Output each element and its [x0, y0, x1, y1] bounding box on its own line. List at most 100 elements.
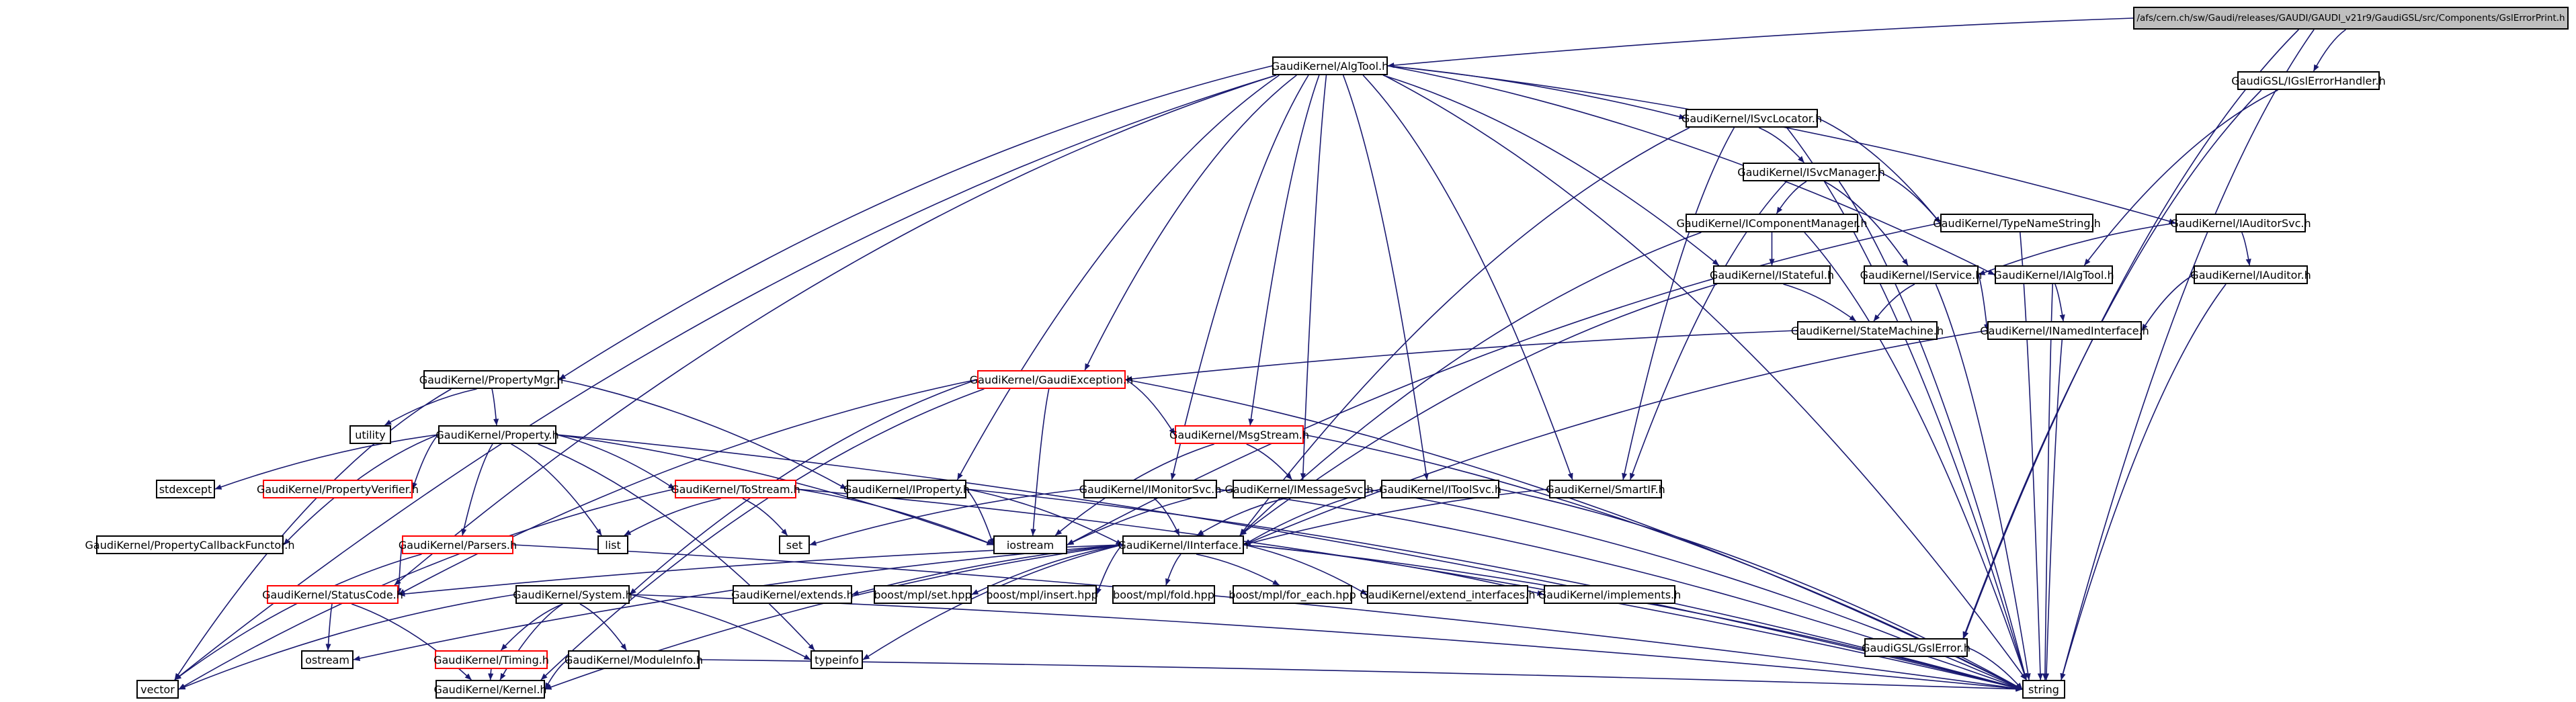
graph-node-isvcmanager[interactable]: GaudiKernel/ISvcManager.h — [1737, 163, 1885, 181]
graph-node-mplforeach[interactable]: boost/mpl/for_each.hpp — [1229, 585, 1356, 604]
graph-node-typeinfo[interactable]: typeinfo — [811, 650, 863, 669]
include-edge-property-to-stdexcept — [214, 434, 439, 490]
graph-node-itoolsvc[interactable]: GaudiKernel/IToolSvc.h — [1379, 480, 1501, 498]
graph-node-stdexcept[interactable]: stdexcept — [156, 480, 215, 498]
include-edge-isvcmanager-to-iservice — [1824, 181, 1909, 266]
include-edge-gaudiexception-to-kernel — [540, 388, 985, 681]
graph-node-iauditor[interactable]: GaudiKernel/IAuditor.h — [2190, 265, 2311, 284]
graph-node-mplset[interactable]: boost/mpl/set.hpp — [874, 585, 972, 604]
graph-node-inamedinterface[interactable]: GaudiKernel/INamedInterface.h — [1980, 321, 2149, 340]
include-edge-iservice-to-inamedinterface — [1978, 274, 1990, 331]
graph-node-moduleinfo[interactable]: GaudiKernel/ModuleInfo.h — [565, 650, 703, 669]
include-edge-isvclocator-to-string — [1786, 127, 2028, 681]
include-edge-gaudiexception-to-iostream — [1030, 388, 1050, 536]
include-edge-algtool-to-vector — [174, 75, 1277, 681]
graph-node-system[interactable]: GaudiKernel/System.h — [513, 585, 632, 604]
include-edge-root-to-igslerrorhandler — [2313, 29, 2346, 72]
graph-node-mplfold[interactable]: boost/mpl/fold.hpp — [1112, 585, 1215, 604]
graph-node-ialgtool[interactable]: GaudiKernel/IAlgTool.h — [1993, 265, 2114, 284]
include-edge-imonitorsvc-to-set — [809, 488, 1084, 546]
include-edge-moduleinfo-to-string — [699, 659, 2023, 692]
graph-node-imonitorsvc[interactable]: GaudiKernel/IMonitorSvc.h — [1079, 480, 1221, 498]
graph-node-iostream[interactable]: iostream — [993, 535, 1067, 554]
include-edge-istateful-to-statemachine — [1783, 283, 1856, 322]
include-edge-iauditor-to-inamedinterface — [2141, 274, 2194, 331]
graph-node-statemachine[interactable]: GaudiKernel/StateMachine.h — [1791, 321, 1944, 340]
include-edge-system-to-vector — [178, 594, 516, 690]
graph-node-istateful[interactable]: GaudiKernel/IStateful.h — [1710, 265, 1834, 284]
graph-node-propertyverifier[interactable]: GaudiKernel/PropertyVerifier.h — [257, 480, 419, 498]
graph-node-igslerrorhandler[interactable]: GaudiGSL/IGslErrorHandler.h — [2231, 71, 2386, 90]
graph-node-icomponentmanager[interactable]: GaudiKernel/IComponentManager.h — [1676, 214, 1868, 232]
graph-node-propertymgr[interactable]: GaudiKernel/PropertyMgr.h — [419, 370, 563, 389]
graph-node-mplinsert[interactable]: boost/mpl/insert.hpp — [986, 585, 1098, 604]
graph-node-iproperty[interactable]: GaudiKernel/IProperty.h — [843, 480, 970, 498]
graph-node-propertycallbackfunctor[interactable]: GaudiKernel/PropertyCallbackFunctor.h — [85, 535, 295, 554]
include-edge-algtool-to-msgstream — [1248, 75, 1320, 426]
graph-node-iauditorsvc[interactable]: GaudiKernel/IAuditorSvc.h — [2170, 214, 2311, 232]
graph-node-list[interactable]: list — [597, 535, 628, 554]
graph-node-statuscode[interactable]: GaudiKernel/StatusCode.h — [262, 585, 403, 604]
graph-node-string[interactable]: string — [2022, 680, 2065, 699]
graph-node-utility[interactable]: utility — [349, 425, 391, 444]
graph-node-vector[interactable]: vector — [136, 680, 179, 699]
include-edge-parsers-to-statuscode — [396, 544, 403, 595]
include-edge-tostream-to-vector — [178, 488, 675, 690]
graph-node-iinterface[interactable]: GaudiKernel/IInterface.h — [1118, 535, 1249, 554]
graph-node-implements[interactable]: GaudiKernel/implements.h — [1538, 585, 1681, 604]
include-edge-propertymgr-to-iproperty — [558, 379, 847, 490]
include-edge-algtool-to-propertymgr — [558, 65, 1273, 380]
graph-node-iservice[interactable]: GaudiKernel/IService.h — [1860, 265, 1982, 284]
include-edge-propertymgr-to-utility — [384, 388, 477, 426]
include-edge-algtool-to-itoolsvc — [1342, 75, 1429, 480]
include-edge-iproperty-to-iostream — [966, 488, 994, 545]
graph-node-root[interactable]: /afs/cern.ch/sw/Gaudi/releases/GAUDI/GAU… — [2133, 7, 2569, 30]
graph-node-extendinterfaces[interactable]: GaudiKernel/extend_interfaces.h — [1360, 585, 1535, 604]
include-edge-isvcmanager-to-icomponentmanager — [1776, 181, 1807, 214]
include-edge-tostream-to-iostream — [796, 488, 994, 545]
include-edge-propertymgr-to-vector — [174, 388, 452, 681]
include-edge-system-to-moduleinfo — [579, 603, 627, 651]
include-edge-tostream-to-list — [624, 498, 721, 536]
graph-node-msgstream[interactable]: GaudiKernel/MsgStream.h — [1169, 425, 1309, 444]
include-edge-iauditor-to-string — [2060, 283, 2227, 681]
include-edge-iproperty-to-string — [966, 488, 2023, 691]
include-edge-typenamestring-to-iostream — [1067, 222, 1941, 545]
include-edge-iinterface-to-mplinsert — [1096, 544, 1123, 595]
graph-node-property[interactable]: GaudiKernel/Property.h — [435, 425, 559, 444]
include-edge-property-to-iostream — [556, 434, 994, 545]
include-edge-msgstream-to-string — [1303, 434, 2023, 690]
include-edge-algtool-to-ialgtool — [1387, 65, 1995, 275]
include-edge-iinterface-to-mplforeach — [1196, 554, 1280, 586]
include-edge-moduleinfo-to-kernel — [544, 659, 569, 690]
include-edge-algtool-to-imonitorsvc — [1170, 75, 1309, 480]
graph-node-kernel[interactable]: GaudiKernel/Kernel.h — [433, 680, 547, 699]
graph-node-extends[interactable]: GaudiKernel/extends.h — [731, 585, 854, 604]
graph-node-gslerror[interactable]: GaudiGSL/GslError.h — [1862, 638, 1970, 657]
graph-node-parsers[interactable]: GaudiKernel/Parsers.h — [399, 535, 517, 554]
graph-node-timing[interactable]: GaudiKernel/Timing.h — [433, 650, 549, 669]
include-edge-gslerror-to-string — [1967, 647, 2023, 690]
include-edge-system-to-typeinfo — [629, 594, 811, 660]
graph-node-typenamestring[interactable]: GaudiKernel/TypeNameString.h — [1933, 214, 2101, 232]
include-edge-algtool-to-statuscode — [394, 75, 1277, 586]
graph-node-imessagesvc[interactable]: GaudiKernel/IMessageSvc.h — [1224, 480, 1374, 498]
include-edge-root-to-string — [2060, 29, 2315, 681]
graph-node-ostream[interactable]: ostream — [301, 650, 354, 669]
include-edge-iauditorsvc-to-iauditor — [2241, 232, 2251, 266]
include-edge-gaudiexception-to-system — [629, 379, 978, 595]
graph-node-smartif[interactable]: GaudiKernel/SmartIF.h — [1546, 480, 1665, 498]
include-edge-algtool-to-gaudiexception — [1084, 75, 1297, 371]
graph-node-isvclocator[interactable]: GaudiKernel/ISvcLocator.h — [1681, 109, 1822, 128]
include-edge-statemachine-to-gaudiexception — [1125, 330, 1798, 382]
graph-node-tostream[interactable]: GaudiKernel/ToStream.h — [671, 480, 800, 498]
include-edge-icomponentmanager-to-string — [1804, 232, 2027, 681]
graph-node-algtool[interactable]: GaudiKernel/AlgTool.h — [1272, 56, 1388, 75]
include-edge-tostream-to-set — [742, 498, 788, 536]
include-edge-imessagesvc-to-iinterface — [1196, 498, 1286, 536]
include-edge-smartif-to-iinterface — [1243, 488, 1550, 546]
include-edge-icomponentmanager-to-iinterface — [1239, 232, 1702, 536]
graph-node-set[interactable]: set — [779, 535, 810, 554]
graph-node-gaudiexception[interactable]: GaudiKernel/GaudiException.h — [970, 370, 1133, 389]
